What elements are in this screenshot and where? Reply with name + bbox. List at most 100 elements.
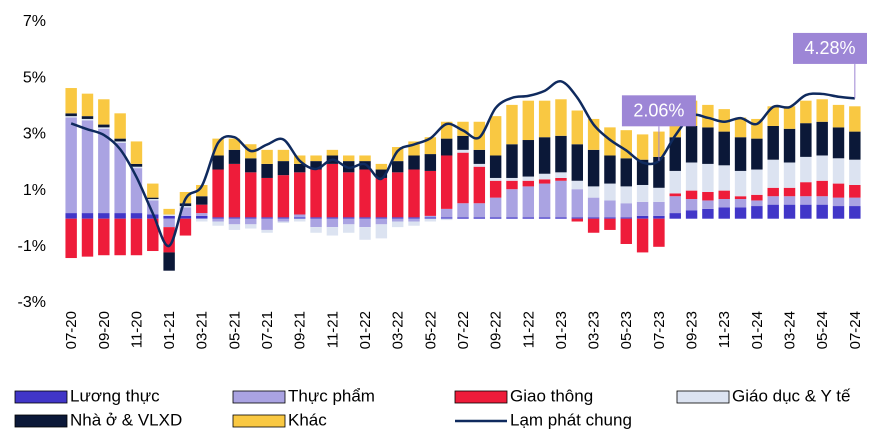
bar-segment xyxy=(816,196,828,205)
bar-segment xyxy=(343,155,355,162)
bar-segment xyxy=(196,218,208,222)
bar-segment xyxy=(473,121,486,150)
bar-segment xyxy=(228,217,241,219)
bar-segment xyxy=(473,217,486,219)
bar-segment xyxy=(130,218,143,256)
bar-segment xyxy=(326,218,339,228)
bar-segment xyxy=(538,100,551,138)
x-tick-label: 09-20 xyxy=(96,311,113,349)
x-tick-label: 01-22 xyxy=(357,311,374,349)
bar-segment xyxy=(147,199,159,201)
bar-segment xyxy=(294,163,306,173)
bar-segment xyxy=(587,218,600,233)
bar-segment xyxy=(473,149,486,164)
bar-segment xyxy=(98,213,110,219)
bar-segment xyxy=(130,168,143,214)
x-tick-label: 01-23 xyxy=(553,311,570,349)
bar-segment xyxy=(440,155,453,209)
bar-segment xyxy=(326,227,339,236)
bar-segment xyxy=(702,104,714,128)
bar-segment xyxy=(440,138,453,156)
bar-segment xyxy=(751,138,763,170)
bar-segment xyxy=(587,197,600,218)
bar-segment xyxy=(408,169,420,218)
bar-segment xyxy=(294,172,306,215)
bar-segment xyxy=(734,207,747,219)
legend-swatch xyxy=(454,390,508,404)
bar-segment xyxy=(702,192,714,201)
bar-segment xyxy=(457,203,469,218)
bar-segment xyxy=(228,218,241,225)
bar-segment xyxy=(130,213,143,219)
bar-segment xyxy=(457,152,469,204)
bar-segment xyxy=(620,217,632,219)
bar-segment xyxy=(506,177,518,181)
annotation-box xyxy=(621,95,696,127)
bar-segment xyxy=(343,217,355,219)
bar-segment xyxy=(391,221,404,228)
bar-segment xyxy=(522,186,535,218)
x-tick-label: 03-22 xyxy=(390,311,407,349)
legend-label: Giao thông xyxy=(510,386,593,405)
bar-segment xyxy=(849,206,861,219)
bar-segment xyxy=(261,149,273,164)
bar-segment xyxy=(391,161,404,173)
bar-segment xyxy=(343,172,355,218)
bar-segment xyxy=(816,99,828,122)
x-tick-label: 05-21 xyxy=(226,311,243,349)
bar-segment xyxy=(375,224,388,239)
bar-segment xyxy=(212,217,224,219)
bar-segment xyxy=(604,217,616,219)
bar-segment xyxy=(816,121,828,156)
bar-segment xyxy=(179,218,192,236)
bar-segment xyxy=(718,199,730,208)
bar-segment xyxy=(81,120,94,214)
bar-segment xyxy=(767,106,779,126)
bar-segment xyxy=(734,196,747,200)
bar-segment xyxy=(310,217,322,219)
bar-segment xyxy=(375,217,388,219)
bar-segment xyxy=(163,214,175,216)
x-tick-label: 03-23 xyxy=(586,311,603,349)
bar-segment xyxy=(114,213,126,219)
bar-segment xyxy=(440,217,453,219)
bar-segment xyxy=(310,169,322,218)
x-tick-label: 11-22 xyxy=(520,311,537,348)
legend-label: Khác xyxy=(288,410,327,429)
bar-segment xyxy=(538,183,551,218)
bar-segment xyxy=(555,180,567,218)
bar-segment xyxy=(506,104,518,145)
bar-segment xyxy=(391,147,404,162)
legend-label: Thực phẩm xyxy=(288,386,375,405)
bar-segment xyxy=(783,106,796,129)
bar-segment xyxy=(245,224,257,229)
bar-segment xyxy=(816,155,828,181)
bar-segment xyxy=(522,176,535,181)
bar-segment xyxy=(457,217,469,219)
bar-segment xyxy=(538,137,551,174)
bar-segment xyxy=(424,215,437,218)
legend-label: Giáo dục & Y tế xyxy=(732,386,851,405)
bar-segment xyxy=(81,213,94,219)
bar-segment xyxy=(620,203,632,218)
bar-segment xyxy=(228,224,241,230)
bar-segment xyxy=(310,218,322,228)
bar-segment xyxy=(359,217,371,219)
bar-segment xyxy=(147,214,159,219)
bar-segment xyxy=(783,204,796,219)
bar-segment xyxy=(636,159,649,185)
bar-segment xyxy=(587,149,600,187)
legend-label: Nhà ở & VLXD xyxy=(70,410,182,429)
bar-segment xyxy=(163,252,175,271)
bar-segment xyxy=(702,127,714,164)
bar-segment xyxy=(147,218,159,252)
bar-segment xyxy=(489,155,502,178)
bar-segment xyxy=(506,189,518,218)
bar-segment xyxy=(604,127,616,156)
bar-segment xyxy=(196,184,208,197)
bar-segment xyxy=(212,155,224,170)
x-tick-label: 01-24 xyxy=(749,311,766,349)
bar-segment xyxy=(849,106,861,132)
annotation-box xyxy=(793,32,867,64)
x-tick-label: 07-23 xyxy=(651,311,668,349)
